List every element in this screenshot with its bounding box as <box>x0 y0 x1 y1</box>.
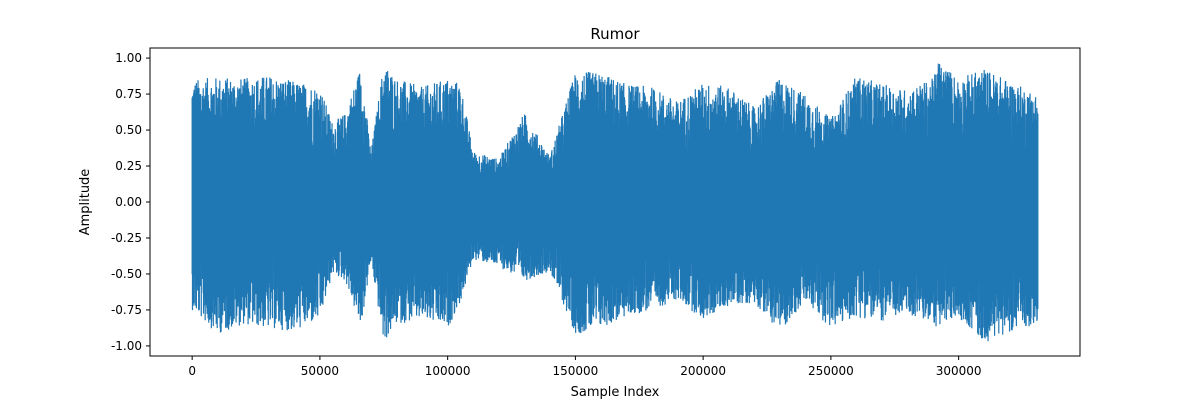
y-axis-label: Amplitude <box>78 169 93 236</box>
y-tick-label: 0.00 <box>115 195 142 209</box>
y-tick-label: 0.50 <box>115 123 142 137</box>
waveform-series <box>191 63 1039 342</box>
x-axis-label: Sample Index <box>571 385 660 400</box>
y-tick-label: 0.75 <box>115 87 142 101</box>
y-tick-label: -0.25 <box>111 231 142 245</box>
waveform-line <box>191 63 1039 342</box>
x-tick-label: 100000 <box>425 364 471 378</box>
x-tick-label: 0 <box>188 364 196 378</box>
x-tick-label: 250000 <box>808 364 854 378</box>
y-tick-label: -1.00 <box>111 339 142 353</box>
x-tick-label: 200000 <box>680 364 726 378</box>
chart-title: Rumor <box>590 25 640 43</box>
y-axis: -1.00 -0.75 -0.50 -0.25 0.00 0.25 0.50 0.75 1.00 <box>111 51 150 353</box>
y-tick-label: -0.75 <box>111 303 142 317</box>
x-tick-label: 50000 <box>301 364 339 378</box>
y-tick-label: -0.50 <box>111 267 142 281</box>
y-tick-label: 0.25 <box>115 159 142 173</box>
x-tick-label: 150000 <box>552 364 598 378</box>
x-axis: 0 50000 100000 150000 200000 250000 300000 <box>188 356 982 378</box>
y-tick-label: 1.00 <box>115 51 142 65</box>
x-tick-label: 300000 <box>936 364 982 378</box>
